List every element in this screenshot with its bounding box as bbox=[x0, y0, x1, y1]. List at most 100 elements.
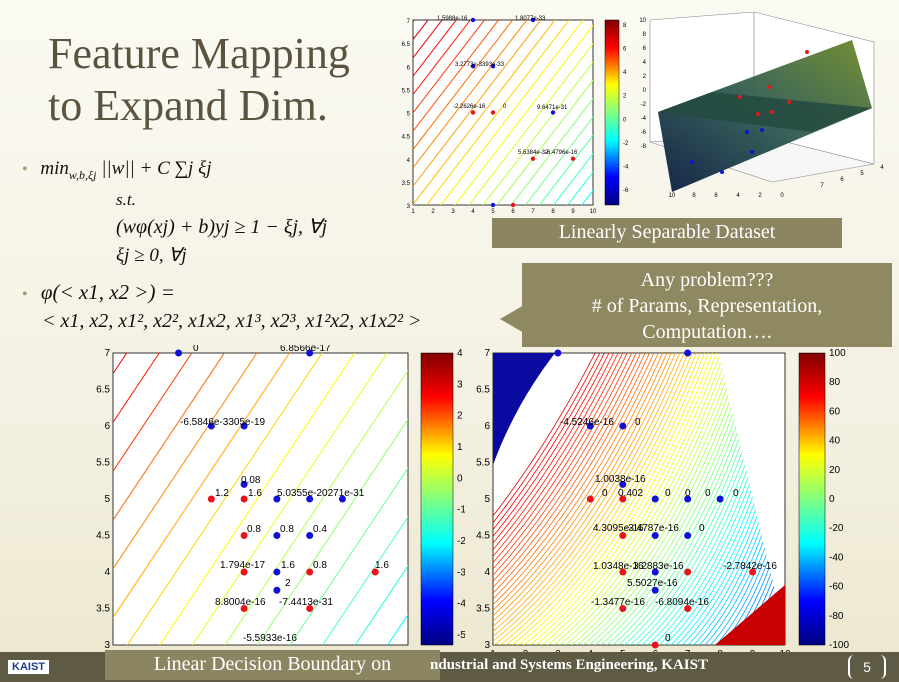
surface-plane-2 bbox=[658, 92, 872, 132]
tick-label: 3 bbox=[484, 640, 490, 651]
red-point bbox=[586, 495, 594, 503]
red-point bbox=[470, 110, 476, 115]
tick-label: -2 bbox=[623, 141, 629, 147]
point-label: 5.0355e-20271e-31 bbox=[277, 488, 365, 499]
tick-label: 0 bbox=[643, 88, 647, 94]
point-label: -6.4796e-16 bbox=[545, 150, 578, 156]
contour-lines bbox=[493, 353, 785, 645]
colorbar bbox=[798, 352, 826, 646]
tick-label: 6.5 bbox=[96, 385, 110, 396]
objective-rest: ||w|| + C ∑j ξj bbox=[101, 158, 212, 179]
red-point bbox=[371, 568, 379, 576]
tick-label: 4 bbox=[484, 567, 490, 578]
point-label: -5.5933e-16 bbox=[243, 633, 297, 644]
point-label: 8.8004e-16 bbox=[215, 597, 266, 608]
bullet-feature-map: • φ(< x1, x2 >) = bbox=[22, 280, 175, 305]
point-label: 1.0348e-16 bbox=[593, 561, 644, 572]
point-label: 0 bbox=[685, 488, 691, 499]
blue-point bbox=[490, 64, 496, 69]
point-label: 5.5027e-16 bbox=[627, 578, 678, 589]
point-label: 1.5988e-16 bbox=[437, 16, 468, 22]
red-point bbox=[770, 110, 774, 114]
tick-label: 40 bbox=[829, 436, 841, 447]
blue-point bbox=[273, 532, 281, 539]
tick-label: 4.5 bbox=[96, 531, 110, 542]
point-label: -3.4787e-16 bbox=[625, 523, 679, 534]
point-label: 0 bbox=[733, 488, 739, 499]
point-label: 0 bbox=[665, 633, 671, 644]
red-point bbox=[530, 156, 536, 161]
red-point bbox=[240, 532, 248, 539]
point-label: -2.7842e-16 bbox=[723, 561, 777, 572]
red-point bbox=[570, 156, 576, 161]
bullet-objective: • minw,b,ξj ||w|| + C ∑j ξj bbox=[22, 158, 212, 183]
tick-label: 10 bbox=[590, 209, 597, 215]
callout-line-1: Any problem??? bbox=[640, 269, 774, 291]
tick-label: -4 bbox=[623, 164, 629, 170]
tick-label: 3 bbox=[555, 649, 561, 652]
point-label: 1.0038e-16 bbox=[595, 474, 646, 485]
red-point bbox=[240, 495, 248, 503]
point-label: 1.794e-17 bbox=[220, 560, 265, 571]
tick-label: -2 bbox=[641, 102, 647, 108]
title-line-2: to Expand Dim. bbox=[48, 81, 328, 130]
tick-label: -6 bbox=[623, 188, 629, 194]
blue-point bbox=[175, 349, 183, 357]
tick-label: 6 bbox=[652, 649, 658, 652]
red-point bbox=[619, 605, 627, 612]
blue-point bbox=[651, 568, 659, 576]
objective-sub: w,b,ξj bbox=[68, 167, 97, 182]
red-point bbox=[619, 532, 627, 539]
tick-label: 7 bbox=[685, 649, 691, 652]
kaist-logo: KAIST bbox=[8, 660, 49, 674]
blue-point bbox=[684, 495, 692, 503]
blue-point bbox=[273, 568, 281, 576]
point-label: -4.5246e-16 bbox=[560, 417, 614, 428]
blue-point bbox=[240, 422, 248, 430]
tick-label: 5 bbox=[104, 494, 110, 505]
tick-label: 4 bbox=[471, 209, 475, 215]
tick-label: 5.5 bbox=[476, 458, 490, 469]
tick-label: 2 bbox=[758, 193, 762, 199]
red-point bbox=[651, 641, 659, 649]
tick-label: -4 bbox=[457, 599, 465, 610]
tick-label: 2 bbox=[431, 209, 435, 215]
blue-point bbox=[750, 150, 754, 154]
point-label: 0.4 bbox=[313, 524, 327, 535]
tick-label: 10 bbox=[639, 18, 646, 24]
tick-label: 10 bbox=[779, 649, 791, 652]
blue-point bbox=[619, 480, 627, 488]
callout-any-problem: Any problem??? # of Params, Representati… bbox=[522, 263, 892, 347]
red-point bbox=[619, 568, 627, 576]
tick-label: -2 bbox=[457, 536, 465, 547]
tick-label: 5 bbox=[407, 112, 411, 118]
tick-label: 3.5 bbox=[96, 604, 110, 615]
tick-label: 5 bbox=[860, 171, 864, 177]
red-point bbox=[306, 605, 314, 612]
blue-point bbox=[684, 532, 692, 539]
point-label: -2.2626e-16 bbox=[453, 104, 486, 110]
tick-label: 2 bbox=[523, 649, 529, 652]
tick-label: 5.5 bbox=[402, 88, 411, 94]
tick-label: 0 bbox=[780, 193, 784, 199]
red-point bbox=[240, 568, 248, 576]
footer-text: ndustrial and Systems Engineering, KAIST bbox=[430, 657, 708, 673]
tick-label: -8 bbox=[641, 144, 647, 150]
tick-label: -3 bbox=[457, 567, 465, 578]
caption-linearly-separable: Linearly Separable Dataset bbox=[492, 218, 842, 248]
tick-label: 6 bbox=[407, 65, 411, 71]
point-label: 0 bbox=[602, 488, 608, 499]
point-label: -6.8094e-16 bbox=[655, 597, 709, 608]
tick-label: 1 bbox=[457, 442, 463, 453]
blue-point bbox=[745, 130, 749, 134]
tick-label: 7 bbox=[531, 209, 535, 215]
tick-label: 2 bbox=[457, 411, 463, 422]
point-label: -6.5846e-3305e-19 bbox=[180, 417, 266, 428]
tick-label: 4 bbox=[407, 158, 411, 164]
tick-label: 6 bbox=[623, 47, 627, 53]
tick-label: 60 bbox=[829, 406, 841, 417]
tick-label: 3 bbox=[407, 204, 411, 210]
red-point bbox=[306, 568, 314, 576]
feature-map-line-2: < x1, x2, x1², x2², x1x2, x1³, x2³, x1²x… bbox=[42, 310, 422, 332]
